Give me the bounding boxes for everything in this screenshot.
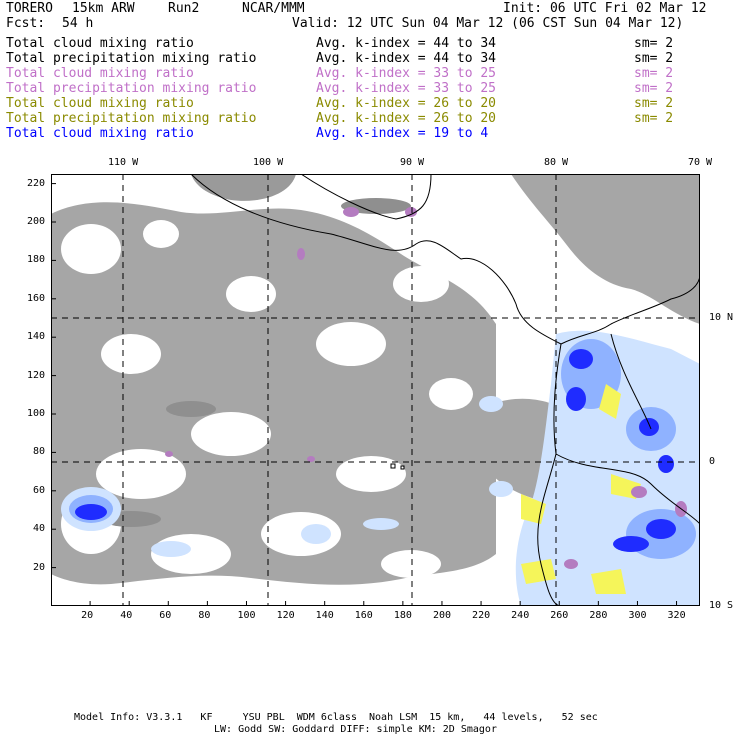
grid-resolution: 15km ARW: [72, 1, 135, 16]
longitude-label: 70 W: [688, 157, 713, 168]
legend-kindex: Avg. k-index = 26 to 20: [316, 111, 497, 126]
precip-purple-north: [165, 207, 417, 462]
longitude-label: 100 W: [253, 157, 284, 168]
latitude-label: 0: [709, 456, 716, 467]
run-label: Run2: [168, 1, 200, 16]
legend-field: Total precipitation mixing ratio: [6, 81, 257, 96]
latitude-label: 10 S: [709, 600, 734, 611]
forecast-hour: 54 h: [62, 16, 94, 31]
legend-field: Total cloud mixing ratio: [6, 36, 194, 51]
legend-kindex: Avg. k-index = 33 to 25: [316, 66, 497, 81]
forecast-label: Fcst:: [6, 16, 46, 31]
x-tick-label: 40: [120, 610, 133, 621]
x-tick-label: 260: [550, 610, 569, 621]
coastlines: [190, 174, 700, 606]
x-tick-label: 140: [315, 610, 334, 621]
organization: NCAR/MMM: [242, 1, 305, 16]
legend-kindex: Avg. k-index = 44 to 34: [316, 36, 497, 51]
x-tick-label: 120: [276, 610, 295, 621]
longitude-label: 90 W: [400, 157, 425, 168]
latitude-label: 10 N: [709, 312, 734, 323]
model-name: TORERO: [6, 1, 53, 16]
y-tick-label: 120: [27, 369, 46, 381]
legend-field: Total precipitation mixing ratio: [6, 51, 257, 66]
x-tick-label: 200: [432, 610, 452, 621]
y-tick-label: 160: [27, 292, 46, 304]
legend-field: Total cloud mixing ratio: [6, 96, 194, 111]
legend-field: Total precipitation mixing ratio: [6, 111, 257, 126]
y-tick-label: 80: [33, 446, 46, 458]
legend-kindex: Avg. k-index = 19 to 4: [316, 126, 489, 141]
legend-smoothing: sm= 2: [634, 51, 674, 66]
y-tick-label: 180: [27, 254, 46, 266]
valid-time: Valid: 12 UTC Sun 04 Mar 12 (06 CST Sun …: [292, 16, 684, 31]
precip-scattered: [151, 396, 513, 557]
x-tick-label: 60: [159, 610, 172, 621]
y-tick-label: 60: [33, 484, 46, 496]
x-tick-label: 320: [667, 610, 686, 621]
x-tick-label: 220: [472, 610, 491, 621]
legend-smoothing: sm= 2: [634, 81, 674, 96]
y-tick-label: 200: [27, 216, 46, 227]
longitude-label: 110 W: [108, 157, 139, 168]
legend-smoothing: sm= 2: [634, 66, 674, 81]
map-border: [51, 174, 700, 606]
x-tick-label: 280: [589, 610, 608, 621]
legend-field: Total cloud mixing ratio: [6, 126, 194, 141]
weather-map: [51, 174, 700, 606]
lat-lon-grid: [51, 174, 700, 606]
legend-kindex: Avg. k-index = 26 to 20: [316, 96, 497, 111]
x-tick-label: 100: [237, 610, 256, 621]
physics-info: LW: Godd SW: Goddard DIFF: simple KM: 2D…: [214, 724, 497, 735]
x-tick-label: 20: [81, 610, 94, 621]
x-tick-label: 160: [354, 610, 373, 621]
legend-smoothing: sm= 2: [634, 96, 674, 111]
y-tick-label: 220: [27, 177, 46, 189]
legend-smoothing: sm= 2: [634, 36, 674, 51]
x-tick-label: 180: [393, 610, 412, 621]
x-tick-label: 240: [511, 610, 530, 621]
x-axis-ticks: [89, 601, 678, 606]
y-tick-label: 140: [27, 331, 46, 343]
legend-field: Total cloud mixing ratio: [6, 66, 194, 81]
legend-kindex: Avg. k-index = 44 to 34: [316, 51, 497, 66]
y-axis-ticks: [51, 183, 56, 569]
precip-cluster-west: [61, 487, 121, 531]
model-info: Model Info: V3.3.1 KF YSU PBL WDM 6class…: [74, 712, 598, 723]
y-tick-label: 40: [33, 523, 46, 535]
y-tick-label: 20: [33, 561, 46, 573]
x-tick-label: 80: [198, 610, 211, 621]
legend-kindex: Avg. k-index = 33 to 25: [316, 81, 497, 96]
x-tick-label: 300: [628, 610, 647, 621]
init-time: Init: 06 UTC Fri 02 Mar 12: [503, 1, 707, 16]
longitude-label: 80 W: [544, 157, 569, 168]
y-tick-label: 100: [27, 408, 46, 419]
legend-smoothing: sm= 2: [634, 111, 674, 126]
